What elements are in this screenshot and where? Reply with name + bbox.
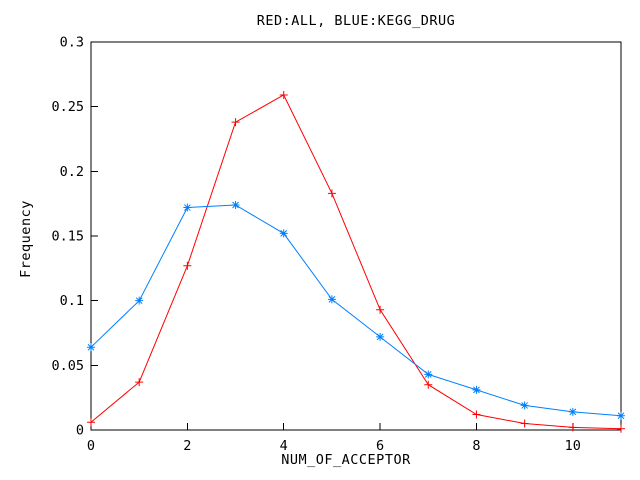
all-series-points [87, 91, 625, 433]
x-tick-label: 0 [87, 438, 95, 454]
y-tick-label: 0.2 [60, 164, 84, 180]
y-tick-label: 0.3 [60, 35, 84, 51]
x-axis-label: NUM_OF_ACCEPTOR [281, 452, 411, 468]
y-tick-label: 0.1 [60, 293, 84, 309]
x-tick-label: 6 [376, 438, 384, 454]
all-series-line [90, 94, 622, 430]
x-tick-label: 4 [280, 438, 288, 454]
x-tick-label: 10 [565, 438, 581, 454]
plot-frame [90, 41, 622, 431]
y-tick-label: 0 [76, 423, 84, 439]
y-tick-label: 0.15 [51, 229, 84, 245]
x-tick-label: 8 [472, 438, 480, 454]
kegg-drug-series-line [90, 204, 622, 417]
y-tick-label: 0.05 [51, 358, 84, 374]
x-tick-label: 2 [183, 438, 191, 454]
y-tick-label: 0.25 [51, 99, 84, 115]
chart-title: RED:ALL, BLUE:KEGG_DRUG [256, 13, 456, 29]
kegg-drug-series-points [87, 200, 625, 420]
